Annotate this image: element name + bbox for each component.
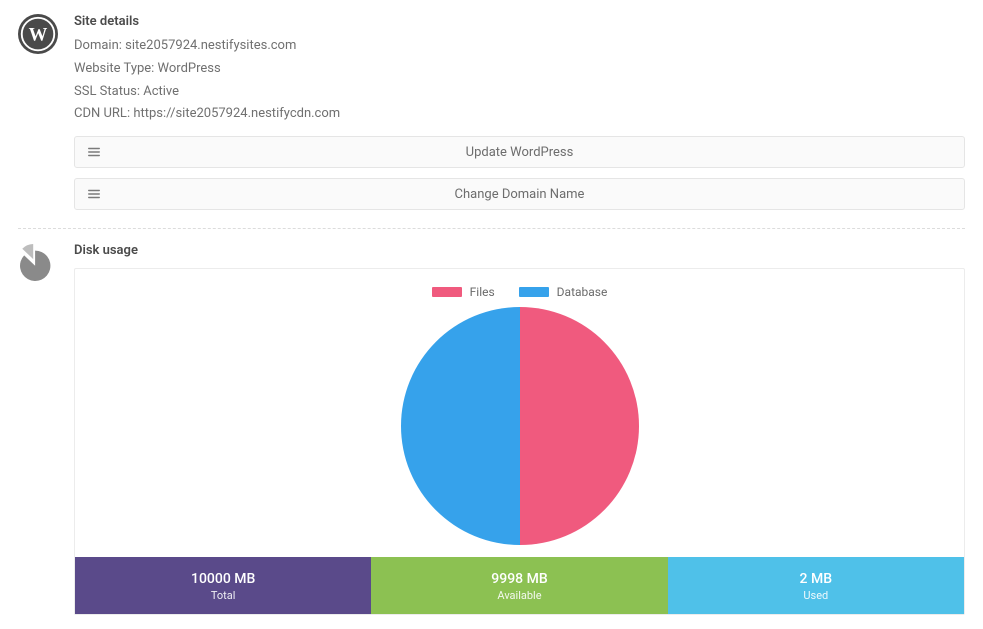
site-domain-label: Domain	[74, 38, 125, 53]
disk-usage-content: Disk usage Files Database 10000 MB Total	[74, 243, 965, 615]
site-ssl-label: SSL Status	[74, 84, 143, 99]
svg-text:W: W	[29, 24, 48, 45]
disk-icon-col	[18, 243, 74, 285]
site-details-content: Site details Domainsite2057924.nestifysi…	[74, 14, 965, 210]
stat-used: 2 MB Used	[668, 557, 964, 614]
disk-stats-row: 10000 MB Total 9998 MB Available 2 MB Us…	[75, 557, 964, 614]
site-type-row: Website TypeWordPress	[74, 58, 965, 81]
site-details-title: Site details	[74, 14, 965, 29]
site-type-value: WordPress	[158, 61, 221, 76]
legend-files[interactable]: Files	[432, 285, 495, 299]
site-cdn-row: CDN URLhttps://site2057924.nestifycdn.co…	[74, 103, 965, 126]
legend-files-label: Files	[470, 285, 495, 299]
site-domain-value: site2057924.nestifysites.com	[125, 38, 296, 53]
stat-used-value: 2 MB	[668, 571, 964, 587]
disk-usage-section: Disk usage Files Database 10000 MB Total	[18, 243, 965, 615]
site-details-section: W Site details Domainsite2057924.nestify…	[18, 14, 965, 210]
section-divider	[18, 228, 965, 229]
wordpress-icon: W	[18, 14, 58, 54]
menu-icon	[85, 145, 103, 159]
chart-legend: Files Database	[75, 269, 964, 305]
stat-total-value: 10000 MB	[75, 571, 371, 587]
menu-icon	[85, 187, 103, 201]
update-wordpress-button[interactable]: Update WordPress	[74, 136, 965, 168]
site-ssl-value: Active	[143, 84, 179, 99]
site-ssl-row: SSL StatusActive	[74, 81, 965, 104]
update-wordpress-label: Update WordPress	[75, 145, 964, 160]
pie-chart	[401, 307, 639, 545]
change-domain-button[interactable]: Change Domain Name	[74, 178, 965, 210]
legend-files-swatch	[432, 287, 462, 297]
stat-total-label: Total	[75, 589, 371, 602]
site-domain-row: Domainsite2057924.nestifysites.com	[74, 35, 965, 58]
site-cdn-value: https://site2057924.nestifycdn.com	[133, 106, 340, 121]
disk-usage-title: Disk usage	[74, 243, 965, 258]
stat-total: 10000 MB Total	[75, 557, 371, 614]
site-type-label: Website Type	[74, 61, 158, 76]
legend-database-swatch	[519, 287, 549, 297]
legend-database-label: Database	[557, 285, 608, 299]
stat-available: 9998 MB Available	[371, 557, 667, 614]
legend-database[interactable]: Database	[519, 285, 608, 299]
stat-available-label: Available	[371, 589, 667, 602]
stat-available-value: 9998 MB	[371, 571, 667, 587]
disk-usage-card: Files Database 10000 MB Total 9998 MB Av…	[74, 268, 965, 615]
stat-used-label: Used	[668, 589, 964, 602]
site-icon-col: W	[18, 14, 74, 54]
pie-chart-icon	[18, 243, 56, 281]
pie-chart-wrap	[75, 305, 964, 557]
change-domain-label: Change Domain Name	[75, 187, 964, 202]
site-cdn-label: CDN URL	[74, 106, 133, 121]
